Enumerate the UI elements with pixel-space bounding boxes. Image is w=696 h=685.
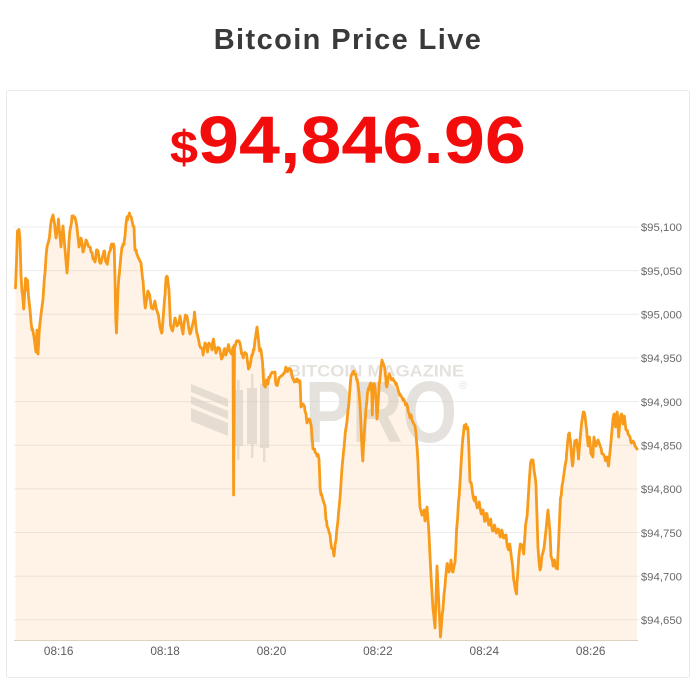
svg-text:$94,700: $94,700 [641, 571, 682, 583]
svg-text:$94,900: $94,900 [641, 397, 682, 409]
svg-text:$95,050: $95,050 [641, 266, 682, 278]
svg-text:$94,950: $94,950 [641, 353, 682, 365]
svg-text:$95,000: $95,000 [641, 310, 682, 322]
svg-text:BITCOIN MAGAZINE: BITCOIN MAGAZINE [288, 363, 464, 381]
svg-text:®: ® [459, 380, 467, 392]
svg-text:$94,800: $94,800 [641, 484, 682, 496]
svg-text:08:20: 08:20 [257, 644, 287, 658]
svg-text:$94,750: $94,750 [641, 528, 682, 540]
svg-text:$94,850: $94,850 [641, 440, 682, 452]
svg-text:08:24: 08:24 [470, 644, 500, 658]
svg-text:$94,650: $94,650 [641, 615, 682, 627]
svg-text:$95,100: $95,100 [641, 222, 682, 234]
svg-text:08:16: 08:16 [44, 644, 74, 658]
svg-text:08:22: 08:22 [363, 644, 393, 658]
svg-text:08:26: 08:26 [576, 644, 606, 658]
svg-text:08:18: 08:18 [150, 644, 180, 658]
